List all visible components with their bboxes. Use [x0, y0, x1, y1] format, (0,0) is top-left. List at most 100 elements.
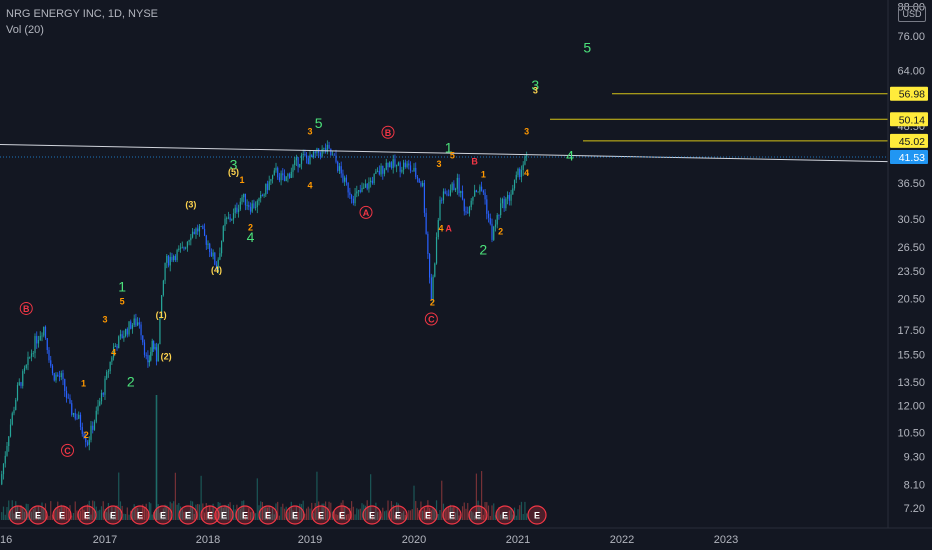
- candle-body: [118, 336, 120, 349]
- wave-label: (1): [156, 310, 167, 320]
- time-tick-label: 2016: [0, 534, 12, 546]
- earnings-event-marker[interactable]: E: [468, 505, 488, 525]
- event-circle: [442, 505, 462, 525]
- volume-bar: [333, 510, 335, 520]
- volume-bar: [330, 502, 332, 520]
- volume-bar: [282, 503, 284, 520]
- volume-bar: [71, 515, 73, 520]
- circle-outline: [19, 301, 33, 315]
- earnings-event-marker[interactable]: E: [527, 505, 547, 525]
- volume-bar: [484, 502, 486, 520]
- event-circle: [8, 505, 28, 525]
- volume-bar: [178, 503, 180, 520]
- time-tick-label: 2020: [402, 534, 426, 546]
- volume-legend[interactable]: Vol (20): [6, 24, 44, 36]
- candle-body: [510, 194, 512, 201]
- candle-body: [67, 397, 69, 399]
- volume-bar: [470, 511, 472, 520]
- earnings-event-marker[interactable]: E: [8, 505, 28, 525]
- event-letter: E: [35, 511, 41, 521]
- earnings-event-marker[interactable]: E: [130, 505, 150, 525]
- candle-body: [444, 191, 446, 194]
- candle-body: [500, 203, 502, 216]
- candle-body: [278, 177, 280, 181]
- volume-bar: [92, 500, 94, 520]
- candle-body: [378, 170, 380, 175]
- earnings-event-marker[interactable]: E: [388, 505, 408, 525]
- volume-bar: [451, 507, 453, 520]
- volume-bar: [212, 503, 214, 520]
- price-badge: [890, 86, 928, 101]
- candle-body: [268, 181, 270, 190]
- volume-bar: [432, 507, 434, 520]
- volume-bar: [337, 515, 339, 520]
- earnings-event-marker[interactable]: E: [362, 505, 382, 525]
- earnings-event-marker[interactable]: E: [258, 505, 278, 525]
- candle-body: [229, 217, 231, 221]
- candle-body: [448, 194, 450, 196]
- earnings-event-marker[interactable]: E: [285, 505, 305, 525]
- volume-bar: [300, 504, 303, 520]
- volume-bar: [222, 507, 224, 520]
- earnings-event-marker[interactable]: E: [214, 505, 234, 525]
- earnings-event-marker[interactable]: E: [153, 505, 173, 525]
- currency-badge[interactable]: USD: [898, 6, 926, 22]
- earnings-event-marker[interactable]: E: [103, 505, 123, 525]
- volume-bar: [215, 512, 218, 520]
- volume-bar: [455, 512, 457, 520]
- event-circle: [214, 505, 234, 525]
- price-axis[interactable]: 88.0076.0064.0048.5036.5030.5026.5023.50…: [887, 0, 932, 528]
- volume-bar: [422, 510, 424, 520]
- candle-body: [337, 161, 339, 171]
- candle-body: [309, 154, 311, 165]
- event-circle: [52, 505, 72, 525]
- candle-body: [427, 233, 429, 254]
- wave-label: 4: [566, 148, 574, 164]
- candle-body: [519, 168, 521, 177]
- volume-bar: [244, 515, 246, 520]
- candle-body: [236, 207, 238, 213]
- symbol-title[interactable]: NRG ENERGY INC, 1D, NYSE: [6, 8, 158, 20]
- candle-body: [311, 154, 313, 157]
- earnings-event-marker[interactable]: E: [418, 505, 438, 525]
- volume-bar: [299, 503, 301, 520]
- event-letter: E: [502, 511, 508, 521]
- volume-bar: [467, 503, 469, 520]
- candle-body: [474, 190, 476, 197]
- candle-body: [396, 165, 398, 167]
- candle-body: [342, 173, 344, 182]
- volume-bar: [309, 508, 311, 520]
- volume-bar: [498, 507, 500, 520]
- earnings-event-marker[interactable]: E: [332, 505, 352, 525]
- volume-bar: [2, 506, 5, 520]
- earnings-event-marker[interactable]: E: [442, 505, 462, 525]
- volume-bar: [16, 506, 19, 520]
- volume-bar: [354, 514, 356, 520]
- volume-bar: [351, 501, 353, 520]
- earnings-event-marker[interactable]: E: [495, 505, 515, 525]
- circle-outline: [424, 312, 438, 326]
- time-axis[interactable]: 2016 2017 2018 2019 2020 2021 2022 2023: [0, 527, 932, 550]
- volume-bar: [60, 504, 62, 520]
- earnings-event-marker[interactable]: E: [28, 505, 48, 525]
- earnings-event-marker[interactable]: E: [200, 505, 220, 525]
- volume-bar: [261, 502, 263, 520]
- candle-body: [95, 410, 97, 422]
- earnings-event-marker[interactable]: E: [311, 505, 331, 525]
- wave-label: 1: [481, 169, 486, 179]
- event-circle: [235, 505, 255, 525]
- candle-body: [102, 392, 104, 395]
- earnings-event-marker[interactable]: E: [77, 505, 97, 525]
- volume-bar: [255, 513, 257, 520]
- candle-body: [486, 199, 488, 214]
- earnings-event-marker[interactable]: E: [178, 505, 198, 525]
- earnings-event-marker[interactable]: E: [235, 505, 255, 525]
- volume-bar: [340, 502, 342, 520]
- earnings-event-marker[interactable]: E: [52, 505, 72, 525]
- volume-bar: [342, 500, 344, 520]
- candle-body: [409, 165, 412, 171]
- event-circle: [388, 505, 408, 525]
- candle-body: [489, 217, 491, 224]
